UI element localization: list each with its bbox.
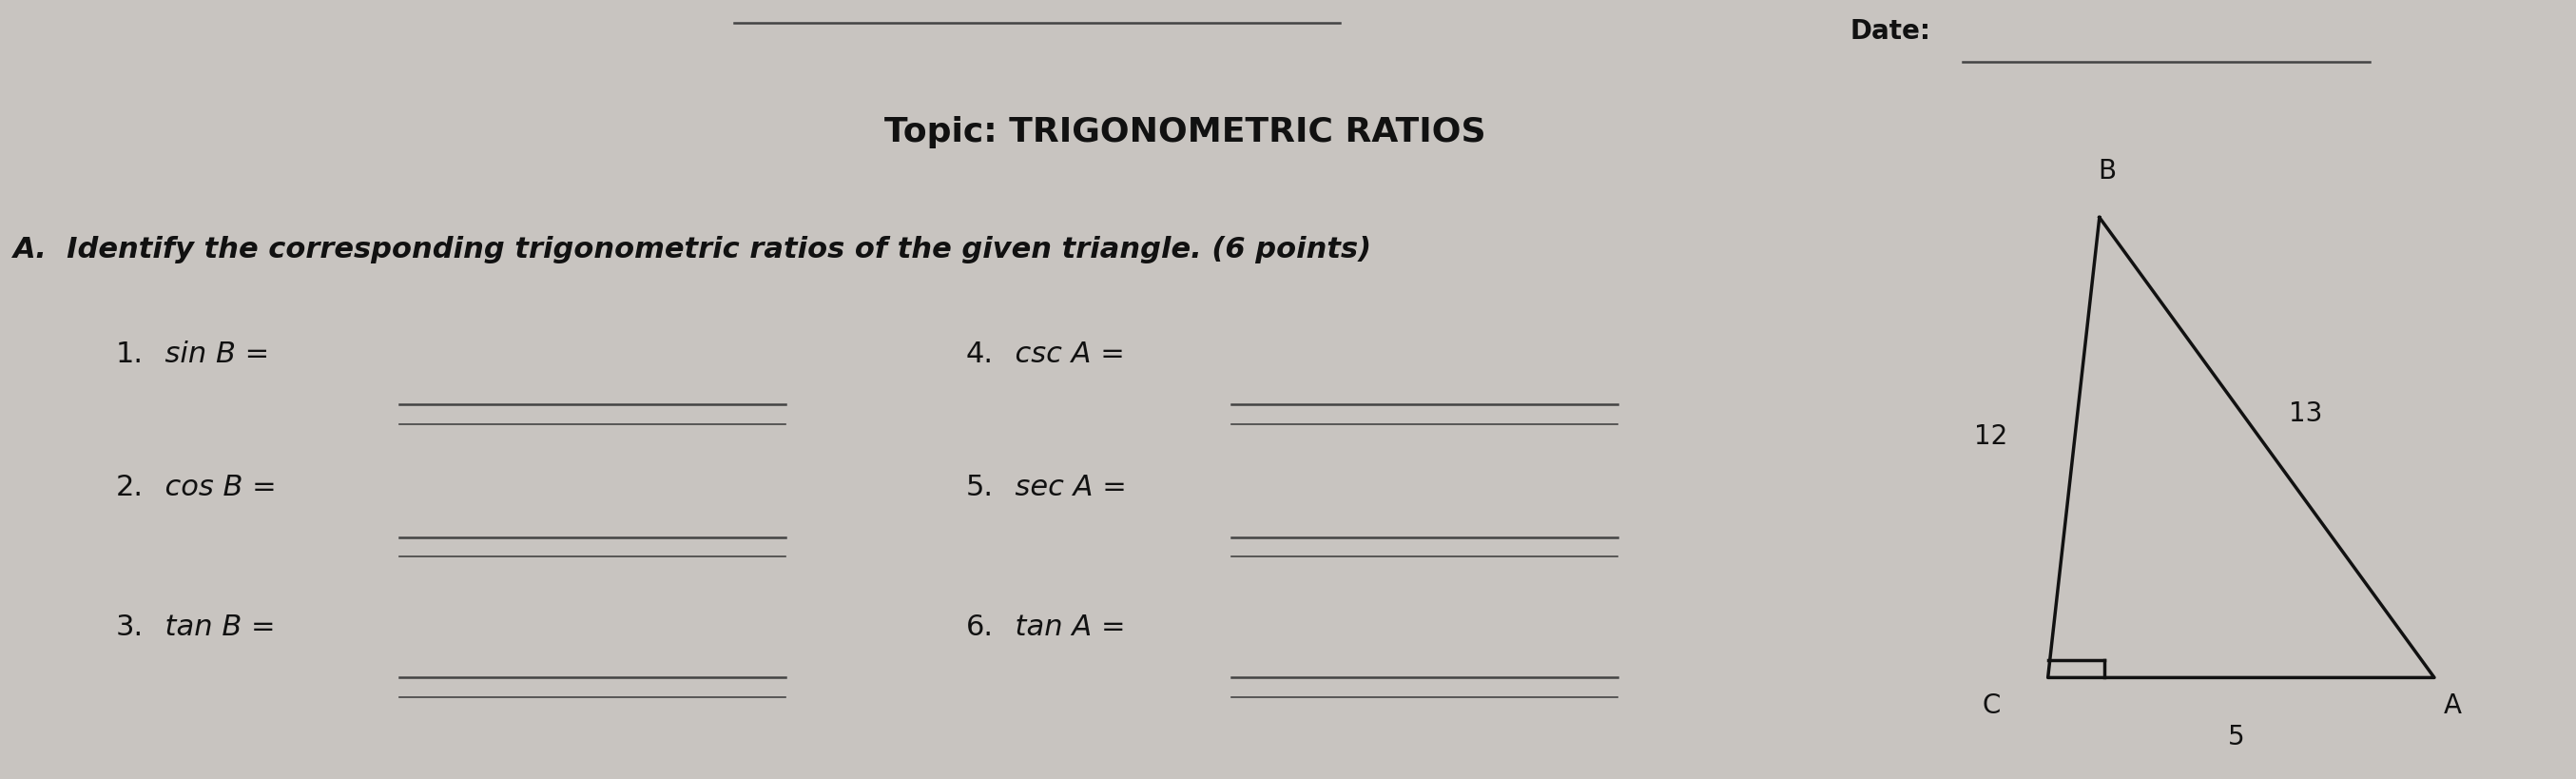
Text: sin B =: sin B = bbox=[147, 340, 270, 368]
Text: 2.: 2. bbox=[116, 473, 144, 500]
Text: sec A =: sec A = bbox=[997, 473, 1126, 500]
Text: 13: 13 bbox=[2287, 400, 2324, 426]
Text: A: A bbox=[2442, 692, 2463, 718]
Text: 3.: 3. bbox=[116, 613, 144, 640]
Text: 1.: 1. bbox=[116, 340, 144, 368]
Text: Date:: Date: bbox=[1850, 18, 1929, 44]
Text: 4.: 4. bbox=[966, 340, 994, 368]
Text: tan B =: tan B = bbox=[147, 613, 276, 640]
Text: csc A =: csc A = bbox=[997, 340, 1126, 368]
Text: cos B =: cos B = bbox=[147, 473, 276, 500]
Text: C: C bbox=[1981, 692, 2002, 718]
Text: 5: 5 bbox=[2228, 723, 2244, 749]
Text: 6.: 6. bbox=[966, 613, 994, 640]
Text: 5.: 5. bbox=[966, 473, 994, 500]
Text: B: B bbox=[2097, 158, 2117, 185]
Text: 12: 12 bbox=[1973, 423, 2009, 449]
Text: tan A =: tan A = bbox=[997, 613, 1126, 640]
Text: Topic: TRIGONOMETRIC RATIOS: Topic: TRIGONOMETRIC RATIOS bbox=[884, 116, 1486, 149]
Text: A.  Identify the corresponding trigonometric ratios of the given triangle. (6 po: A. Identify the corresponding trigonomet… bbox=[13, 235, 1373, 263]
